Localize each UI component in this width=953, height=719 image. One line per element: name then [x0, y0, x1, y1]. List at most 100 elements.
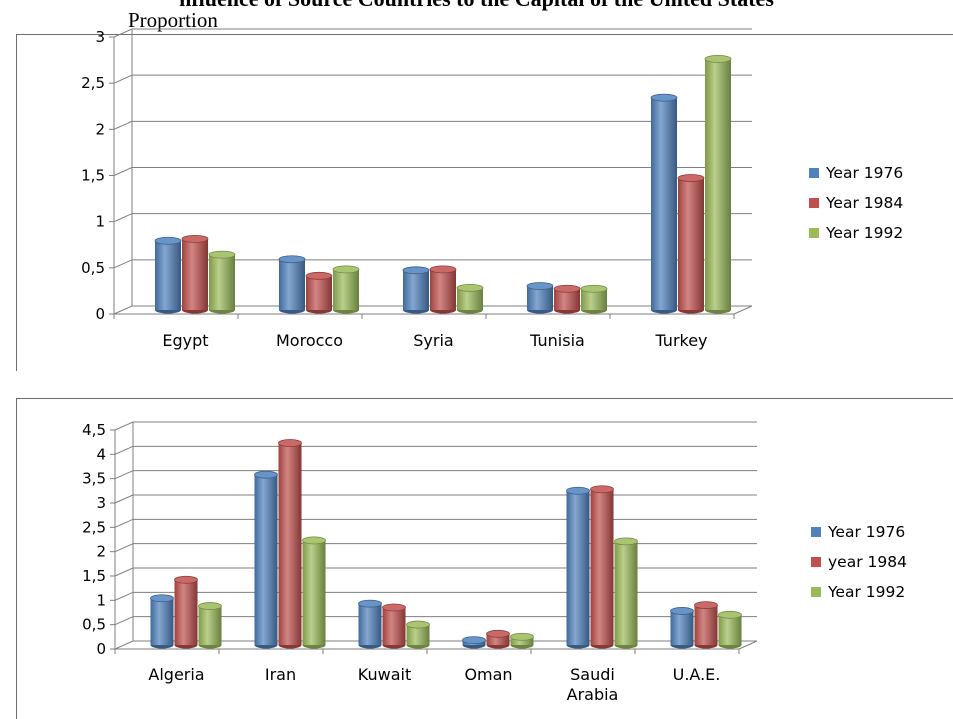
- bar-body: [150, 598, 174, 645]
- gridline-side: [113, 74, 133, 84]
- bar: [580, 284, 608, 314]
- bar: [614, 537, 638, 649]
- caption-title: nfluence of Source Countries to the Capi…: [0, 0, 953, 12]
- bar-top: [694, 601, 718, 609]
- bar: [382, 603, 406, 649]
- bar: [305, 271, 333, 314]
- y-tick-label: 1,5: [82, 567, 106, 585]
- bar-top: [429, 265, 457, 274]
- y-tick-label: 4,5: [82, 421, 106, 439]
- x-category-label: Turkey: [654, 331, 707, 350]
- gridline-side: [114, 591, 134, 601]
- bar-top: [278, 255, 306, 264]
- bar-top: [670, 607, 694, 615]
- bar-top: [278, 439, 302, 447]
- bar: [677, 174, 705, 314]
- bar-top: [456, 283, 484, 292]
- bar-top: [614, 537, 638, 546]
- x-category-label: Egypt: [162, 331, 208, 350]
- bar-body: [614, 541, 638, 645]
- bar-body: [406, 624, 430, 645]
- caption-proportion-label: Proportion: [128, 8, 218, 32]
- bar-top: [305, 271, 333, 280]
- legend-label: year 1984: [828, 553, 907, 571]
- bar-top: [718, 610, 742, 619]
- bar-body: [382, 607, 406, 645]
- bar-top: [198, 602, 222, 610]
- bar-body: [510, 636, 534, 645]
- bar: [590, 485, 614, 649]
- legend-label: Year 1984: [825, 194, 903, 212]
- x-category-label: Tunisia: [529, 331, 585, 350]
- bar-body: [705, 58, 731, 310]
- bar: [154, 236, 182, 314]
- bar-top: [590, 485, 614, 494]
- bar-top: [486, 629, 510, 638]
- y-tick-label: 0,5: [82, 616, 106, 634]
- floor-edge: [738, 640, 758, 650]
- bar: [198, 602, 222, 649]
- bar-top: [580, 284, 608, 293]
- bar-body: [182, 238, 208, 310]
- bar-body: [670, 610, 694, 645]
- bar-top: [254, 470, 278, 479]
- bar: [174, 575, 198, 649]
- bar-body: [581, 288, 607, 310]
- bar-top: [462, 636, 486, 645]
- legend-label: Year 1992: [825, 224, 903, 242]
- gridline-side: [114, 543, 134, 553]
- bar-body: [279, 259, 305, 310]
- bar: [406, 620, 430, 649]
- gridline-side: [114, 445, 134, 455]
- bar-top: [358, 599, 382, 608]
- bar: [718, 610, 742, 649]
- bar-top: [382, 603, 406, 612]
- bar: [402, 266, 430, 314]
- y-tick-label: 2: [95, 120, 105, 138]
- chart-panel-1: 0 0,5 1 1,5 2 2,5 3 Egypt Morocco Syria Tunisia Tur…: [16, 28, 953, 371]
- bar-top: [154, 236, 182, 245]
- gridline-side: [113, 259, 133, 269]
- floor-edge: [733, 305, 753, 315]
- bar-body: [174, 579, 198, 645]
- bar-top: [181, 235, 209, 243]
- bar-body: [554, 288, 580, 310]
- x-category-label: Algeria: [148, 665, 204, 684]
- legend-swatch: [809, 198, 819, 208]
- bar-top: [650, 93, 678, 102]
- bar-body: [566, 490, 590, 645]
- bar-body: [198, 606, 222, 645]
- x-category-label: Morocco: [276, 331, 343, 350]
- bar-chart-1: 0 0,5 1 1,5 2 2,5 3 Egypt Morocco Syria Tunisia Tur…: [81, 28, 903, 350]
- x-category-label: U.A.E.: [673, 665, 721, 684]
- y-tick-label: 2,5: [82, 518, 106, 536]
- x-category-label: Oman: [464, 665, 512, 684]
- legend-label: Year 1992: [827, 583, 905, 601]
- legend-label: Year 1976: [827, 523, 905, 541]
- y-tick-label: 3: [95, 28, 105, 46]
- y-tick-label: 0: [96, 640, 106, 658]
- y-tick-label: 2: [96, 543, 106, 561]
- bar: [150, 594, 174, 649]
- gridline-side: [114, 470, 134, 480]
- bar-top: [332, 265, 360, 274]
- bar-body: [302, 540, 326, 645]
- bar: [510, 632, 534, 649]
- bar-chart-2: 0 0,5 1 1,5 2 2,5 3 3,5 4 4,5 Algeria Iran Kuwait Oma…: [82, 421, 907, 704]
- legend-swatch: [809, 168, 819, 178]
- bar-body: [430, 269, 456, 310]
- gridline-side: [113, 28, 133, 38]
- bar: [278, 255, 306, 314]
- gridline-side: [114, 640, 134, 650]
- gridline-side: [114, 494, 134, 504]
- bar-top: [302, 536, 326, 545]
- bar: [650, 93, 678, 314]
- gridline-side: [114, 567, 134, 577]
- bar: [694, 601, 718, 649]
- legend-swatch: [811, 527, 821, 537]
- bar-top: [174, 575, 198, 584]
- y-tick-label: 1,5: [81, 167, 105, 185]
- y-tick-label: 1: [96, 591, 106, 609]
- bar-body: [718, 614, 742, 645]
- bar-body: [590, 489, 614, 645]
